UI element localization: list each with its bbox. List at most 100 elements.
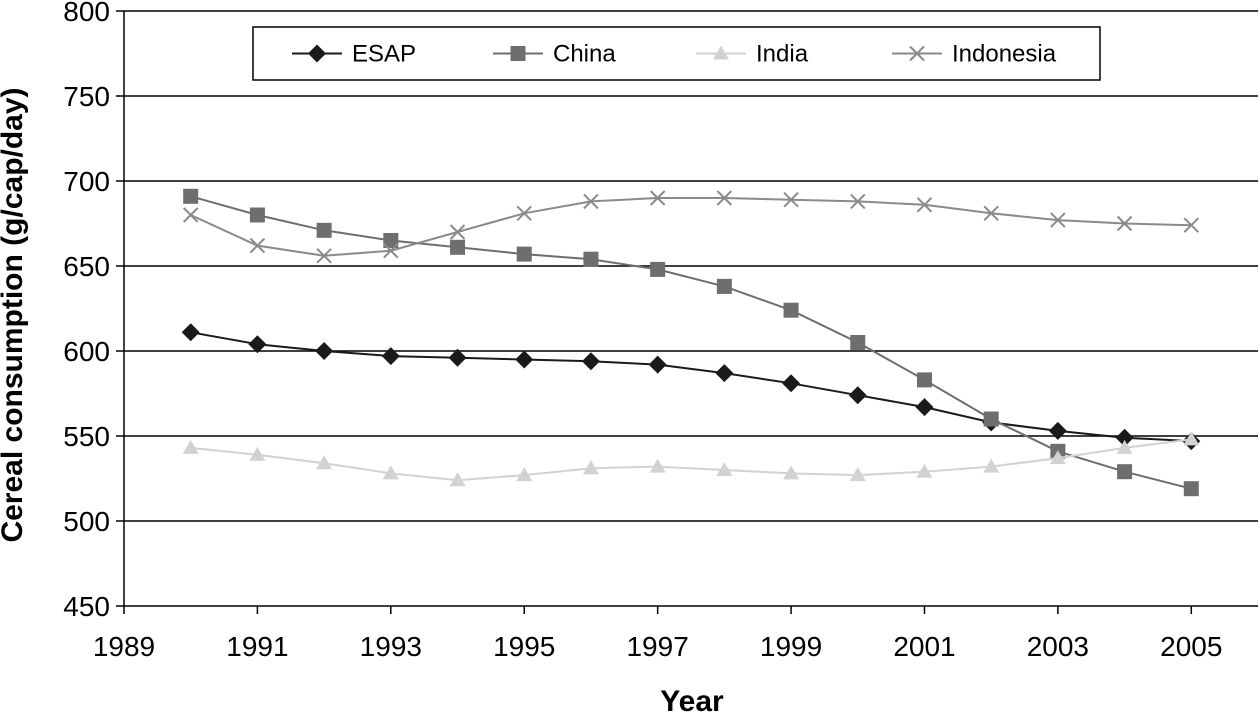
point-indonesia-2005: [1183, 217, 1200, 233]
axes: 450 500 550 600 650 700 750 800 1989 1991 1993 1995…: [63, 0, 1258, 662]
point-esap-1995: [515, 350, 534, 369]
point-indonesia-2003: [1050, 212, 1066, 228]
x-axis-title: Year: [660, 685, 724, 713]
point-esap-2001: [915, 398, 934, 417]
x-tick-label-2005: 2005: [1160, 631, 1222, 662]
series-india: [182, 431, 1200, 487]
point-indonesia-1996: [583, 193, 599, 210]
x-tick-label-1991: 1991: [226, 631, 288, 662]
point-india-2001: [916, 463, 933, 478]
point-india-2005: [1183, 431, 1200, 446]
x-tick-label-1995: 1995: [493, 631, 555, 662]
point-esap-1991: [248, 335, 267, 354]
y-tick-label-500: 500: [63, 506, 110, 537]
point-indonesia-1997: [649, 190, 666, 206]
point-indonesia-2002: [983, 205, 999, 222]
legend-item-esap: ESAP: [292, 41, 416, 68]
point-china-1996: [583, 251, 599, 267]
legend-item-china: China: [493, 41, 616, 68]
legend-marker-india: [713, 45, 729, 60]
y-tick-label-450: 450: [63, 591, 110, 622]
x-tick-label-2003: 2003: [1027, 631, 1089, 662]
point-esap-1993: [381, 347, 400, 366]
point-india-1996: [582, 460, 599, 475]
y-tick-label-650: 650: [63, 251, 110, 282]
point-indonesia-2000: [850, 193, 866, 210]
point-indonesia-1993: [383, 242, 399, 259]
legend-item-india: India: [696, 41, 809, 68]
y-axis-title: Cereal consumption (g/cap/day): [0, 87, 29, 542]
point-china-1994: [450, 239, 466, 255]
point-india-1991: [249, 446, 266, 461]
point-esap-2000: [848, 386, 867, 405]
y-tick-label-800: 800: [63, 0, 110, 27]
point-china-1992: [316, 222, 332, 238]
point-india-2000: [849, 467, 866, 482]
legend-item-indonesia: Indonesia: [892, 41, 1057, 68]
point-esap-2004: [1115, 428, 1134, 447]
point-india-1999: [783, 465, 800, 480]
point-china-2002: [983, 411, 999, 427]
point-indonesia-1999: [783, 191, 799, 208]
series-indonesia: [182, 190, 1200, 264]
point-esap-1999: [782, 374, 801, 393]
x-tick-label-1993: 1993: [360, 631, 422, 662]
point-indonesia-1991: [249, 237, 266, 254]
series-china: [183, 188, 1199, 497]
point-esap-1996: [581, 352, 600, 371]
point-india-1995: [516, 467, 533, 482]
point-india-1994: [449, 472, 466, 487]
series-line-china: [190, 195, 1192, 490]
x-tick-label-1999: 1999: [760, 631, 822, 662]
point-indonesia-1995: [516, 205, 532, 222]
y-tick-label-700: 700: [63, 166, 110, 197]
point-china-2004: [1117, 464, 1133, 480]
point-indonesia-1992: [316, 248, 332, 264]
point-india-2003: [1049, 450, 1066, 465]
point-india-1993: [382, 465, 399, 480]
point-indonesia-1998: [716, 190, 733, 206]
point-china-1990: [183, 188, 199, 204]
point-esap-2003: [1048, 421, 1067, 440]
point-esap-1997: [648, 355, 667, 374]
point-china-1999: [783, 302, 799, 318]
series-line-esap: [190, 331, 1192, 443]
gridlines: [124, 10, 1258, 522]
point-india-1992: [316, 455, 333, 470]
series-esap: [181, 323, 1201, 451]
series-line-india: [190, 438, 1192, 482]
legend-marker-esap: [308, 44, 326, 63]
point-esap-1990: [181, 323, 200, 342]
series-lines: [181, 188, 1201, 497]
point-china-1998: [716, 278, 732, 294]
legend-box: [252, 26, 1101, 81]
y-tick-label-550: 550: [63, 421, 110, 452]
legend-marker-indonesia: [909, 45, 925, 62]
point-indonesia-2001: [916, 197, 933, 213]
point-china-2001: [916, 372, 932, 388]
legend-label-china: China: [553, 41, 616, 68]
point-india-1990: [182, 439, 199, 454]
legend-label-esap: ESAP: [352, 41, 416, 68]
point-china-1991: [249, 207, 265, 223]
point-china-2005: [1183, 481, 1199, 497]
point-india-1998: [716, 462, 733, 476]
y-tick-label-750: 750: [63, 81, 110, 112]
legend-label-india: India: [756, 41, 809, 68]
series-line-indonesia: [190, 197, 1192, 257]
point-indonesia-1990: [182, 207, 199, 223]
point-esap-1994: [448, 348, 467, 367]
point-china-1997: [650, 261, 666, 277]
point-india-1997: [649, 458, 666, 473]
x-tick-label-1989: 1989: [93, 631, 155, 662]
x-tick-label-1997: 1997: [626, 631, 688, 662]
point-india-2004: [1116, 439, 1133, 454]
point-china-2000: [850, 335, 866, 350]
point-china-1995: [516, 246, 532, 262]
point-indonesia-1994: [449, 224, 466, 240]
legend-marker-china: [510, 46, 526, 61]
y-tick-label-600: 600: [63, 336, 110, 367]
point-china-1993: [383, 233, 399, 248]
